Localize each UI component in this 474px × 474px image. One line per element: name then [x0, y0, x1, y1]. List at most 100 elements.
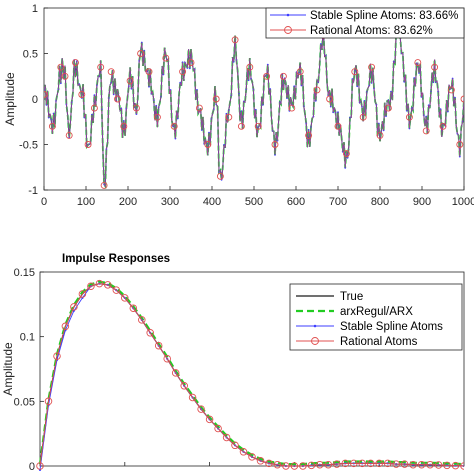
- top-rational-marker: [313, 86, 321, 94]
- impulse-rational-marker: [163, 354, 171, 363]
- top-rational-marker: [212, 95, 220, 103]
- top-rational-marker: [376, 131, 384, 139]
- impulse-rational-marker: [171, 369, 180, 377]
- legend-stable-spline-label: Stable Spline Atoms: 83.66%: [310, 10, 458, 22]
- impulse-rational-marker: [95, 279, 104, 288]
- top-xtick-label: 800: [371, 196, 389, 208]
- top-rational-marker: [460, 95, 464, 103]
- impulse-rational-marker: [265, 459, 273, 468]
- top-rational-marker: [179, 68, 187, 76]
- top-rational-marker: [170, 122, 178, 130]
- impulse-rational-marker: [121, 294, 129, 302]
- impulse-rational-marker: [273, 460, 282, 469]
- impulse-rational-marker: [366, 459, 375, 468]
- top-rational-marker: [342, 150, 350, 158]
- top-rational-marker: [204, 141, 212, 148]
- impulse-response-panel: Impulse Responses 0.15 0.1 0.05 0 Amplitude Tr…: [1, 253, 465, 473]
- impulse-rational-marker: [443, 461, 451, 470]
- top-rational-marker: [225, 113, 233, 121]
- impulse-rational-marker: [409, 460, 417, 469]
- top-rational-marker: [137, 50, 145, 57]
- top-rational-marker: [263, 72, 271, 80]
- top-rational-marker: [114, 95, 121, 103]
- top-rational-marker: [456, 141, 464, 148]
- legend-label: Stable Spline Atoms: [340, 321, 443, 333]
- top-rational-marker: [153, 113, 161, 121]
- top-rational-marker: [384, 104, 392, 112]
- impulse-rational-marker: [375, 459, 383, 468]
- top-xtick-label: 700: [329, 196, 347, 208]
- top-rational-marker: [162, 54, 170, 62]
- top-xtick-label: 600: [287, 196, 305, 208]
- impulse-rational-marker: [180, 382, 188, 390]
- top-ytick-label: 0: [32, 94, 38, 106]
- top-legend: Stable Spline Atoms: 83.66% Rational Atom…: [265, 7, 465, 39]
- impulse-rational-marker: [460, 462, 464, 470]
- impulse-rational-marker: [214, 424, 222, 433]
- impulse-rational-marker: [222, 433, 231, 442]
- impulse-rational-marker: [426, 460, 434, 469]
- top-xtick-label: 0: [41, 196, 47, 208]
- legend-stable-spline-dot: [286, 13, 290, 17]
- impulse-rational-marker: [434, 461, 443, 469]
- impulse-rational-marker: [36, 462, 44, 470]
- impulse-rational-marker: [256, 457, 265, 465]
- top-rational-marker: [279, 72, 287, 80]
- impulse-rational-marker: [87, 282, 95, 290]
- impulse-rational-marker: [358, 459, 366, 468]
- top-chart-panel: 10.50-0.5-10 100 200 300 400 500 600 700 800 900 1…: [3, 3, 474, 208]
- impulse-rational-marker: [324, 460, 333, 469]
- top-rational-marker: [84, 141, 92, 148]
- top-rational-marker: [359, 113, 367, 121]
- impulse-rational-marker: [341, 459, 350, 468]
- legend-rational-marker: [311, 337, 319, 345]
- top-series-line-rational: [44, 27, 464, 188]
- top-rational-marker: [120, 122, 128, 130]
- top-rational-marker: [187, 59, 195, 67]
- top-y-axis-label: Amplitude: [3, 72, 17, 126]
- impulse-rational-marker: [70, 303, 78, 311]
- top-rational-marker: [296, 68, 304, 76]
- top-rational-marker: [65, 131, 73, 139]
- top-rational-marker: [195, 104, 203, 112]
- impulse-rational-marker: [154, 341, 163, 350]
- top-ytick-label: -0.5: [19, 140, 38, 152]
- bottom-series-group: [36, 279, 464, 471]
- top-rational-marker: [100, 181, 108, 189]
- impulse-rational-marker: [417, 460, 426, 469]
- bottom-ytick-label: 0.1: [20, 332, 35, 344]
- impulse-rational-marker: [231, 441, 239, 450]
- top-series-group: [44, 26, 464, 190]
- top-rational-marker: [237, 122, 245, 130]
- legend-label: arxRegul/ARX: [340, 306, 413, 318]
- top-xtick-label: 1000: [452, 196, 474, 208]
- impulse-rational-marker: [188, 393, 197, 402]
- bottom-legend-box: [289, 283, 463, 351]
- top-rational-marker: [422, 127, 430, 135]
- impulse-rational-marker: [383, 459, 392, 468]
- top-rational-marker: [271, 141, 279, 148]
- top-xtick-label: 300: [161, 196, 179, 208]
- legend-rational-marker: [284, 26, 292, 34]
- bottom-ytick-label: 0.15: [14, 267, 35, 279]
- legend-stable-spline-dot: [313, 324, 317, 328]
- top-rational-marker: [431, 63, 439, 71]
- top-rational-marker: [78, 91, 86, 98]
- impulse-rational-marker: [129, 304, 138, 312]
- top-rational-marker: [405, 113, 413, 121]
- bottom-legend: True arxRegul/ARX Stable Spline Atoms Ratio…: [289, 283, 463, 351]
- top-rational-marker: [414, 59, 422, 67]
- top-rational-marker: [216, 172, 224, 180]
- impulse-rational-marker: [104, 281, 112, 289]
- top-rational-marker: [326, 95, 334, 103]
- top-ytick-label: 1: [32, 3, 38, 15]
- top-rational-marker: [351, 68, 359, 76]
- bottom-ytick-label: 0: [29, 461, 35, 473]
- impulse-rational-marker: [78, 290, 87, 298]
- top-rational-marker: [61, 72, 69, 80]
- impulse-rational-marker: [392, 460, 400, 468]
- top-ytick-label: 0.5: [23, 49, 38, 61]
- legend-label: True: [340, 291, 363, 303]
- legend-rational-label: Rational Atoms: 83.62%: [310, 25, 433, 37]
- top-rational-marker: [368, 63, 376, 71]
